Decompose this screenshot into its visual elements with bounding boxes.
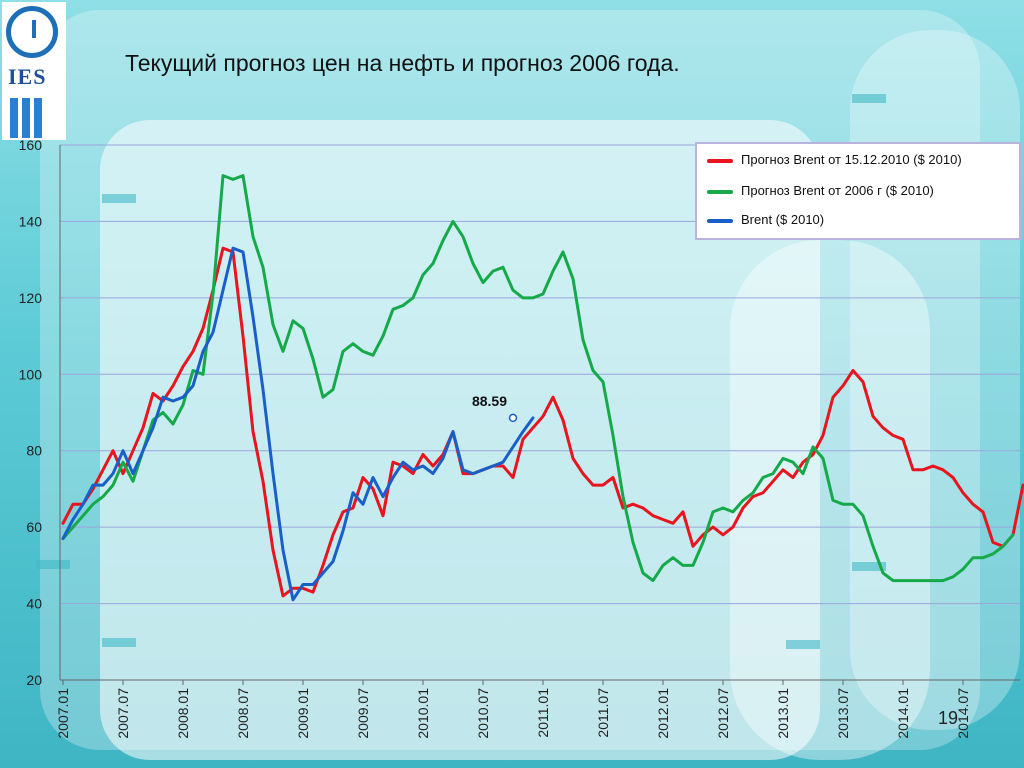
x-tick-label: 2011.07: [595, 688, 611, 738]
x-tick-label: 2011.01: [535, 688, 551, 738]
x-tick-label: 2014.07: [955, 688, 971, 739]
x-tick-label: 2012.01: [655, 688, 671, 739]
page-number: 19: [938, 708, 959, 728]
x-tick-label: 2010.07: [475, 688, 491, 739]
x-tick-label: 2008.07: [235, 688, 251, 739]
legend-swatch-blue: [707, 218, 733, 223]
logo-bar: [22, 98, 30, 138]
legend-item: Brent ($ 2010): [707, 212, 824, 227]
x-tick-label: 2009.01: [295, 688, 311, 739]
decor-dash: [102, 194, 136, 203]
ies-logo: IES: [2, 2, 66, 140]
x-tick-label: 2007.07: [115, 688, 131, 739]
legend-label: Прогноз Brent от 15.12.2010 ($ 2010): [741, 152, 962, 167]
legend-swatch-red: [707, 158, 733, 163]
y-tick-label: 20: [26, 672, 42, 688]
y-tick-label: 80: [26, 443, 42, 459]
series-line-0: [61, 246, 1024, 598]
y-tick-label: 100: [19, 366, 43, 382]
decor-dash: [852, 94, 886, 103]
y-tick-label: 160: [19, 137, 43, 153]
legend-label: Brent ($ 2010): [741, 212, 825, 227]
x-tick-label: 2014.01: [895, 688, 911, 739]
chart-legend: Прогноз Brent от 15.12.2010 ($ 2010) Про…: [695, 142, 1021, 240]
annotation-marker: [508, 413, 518, 423]
x-tick-label: 2010.01: [415, 688, 431, 739]
decor-dash: [786, 640, 820, 649]
annotation-label: 88.59: [472, 393, 507, 409]
series-line-2: [61, 246, 535, 602]
decor-dash: [36, 560, 70, 569]
legend-item: Прогноз Brent от 15.12.2010 ($ 2010): [707, 152, 962, 167]
series-line-1: [61, 174, 1015, 583]
decor-dash: [102, 638, 136, 647]
x-tick-label: 2007.01: [55, 688, 71, 739]
x-tick-label: 2009.07: [355, 688, 371, 739]
logo-text: IES: [8, 64, 47, 89]
logo-bar: [34, 98, 42, 138]
logo-bar: [10, 98, 18, 138]
legend-swatch-green: [707, 189, 733, 194]
y-tick-label: 120: [19, 290, 43, 306]
clock-icon: [6, 6, 58, 58]
x-tick-label: 2012.07: [715, 688, 731, 739]
x-tick-label: 2013.07: [835, 688, 851, 739]
x-tick-label: 2008.01: [175, 688, 191, 739]
legend-label: Прогноз Brent от 2006 г ($ 2010): [741, 183, 934, 198]
x-tick-label: 2013.01: [775, 688, 791, 739]
y-tick-label: 140: [19, 213, 43, 229]
y-tick-label: 60: [26, 519, 42, 535]
slide-title: Текущий прогноз цен на нефть и прогноз 2…: [125, 50, 680, 76]
y-tick-label: 40: [26, 596, 42, 612]
decor-dash: [852, 562, 886, 571]
legend-item: Прогноз Brent от 2006 г ($ 2010): [707, 183, 934, 198]
